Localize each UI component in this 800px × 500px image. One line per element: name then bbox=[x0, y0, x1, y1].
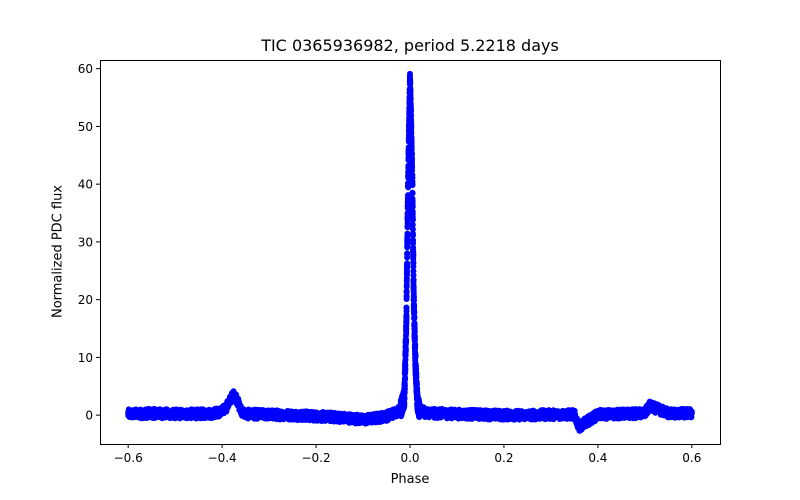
scatter-points bbox=[125, 70, 695, 434]
x-tick-label: 0.4 bbox=[588, 451, 607, 465]
y-tick-label: 30 bbox=[78, 235, 93, 249]
x-tick-label: −0.4 bbox=[208, 451, 237, 465]
y-tick-label: 40 bbox=[78, 178, 93, 192]
x-tick-label: 0.2 bbox=[494, 451, 513, 465]
y-axis-ticks: 0 10 20 30 40 50 60 bbox=[78, 62, 100, 423]
y-axis-label: Normalized PDC flux bbox=[50, 184, 66, 319]
x-axis-ticks: −0.6 −0.4 −0.2 0.0 0.2 0.4 0.6 bbox=[114, 444, 701, 465]
y-tick-label: 20 bbox=[78, 293, 93, 307]
y-tick-label: 50 bbox=[78, 120, 93, 134]
x-axis-label: Phase bbox=[390, 472, 430, 487]
x-tick-label: 0.0 bbox=[400, 451, 419, 465]
y-tick-label: 60 bbox=[78, 62, 93, 76]
y-tick-label: 10 bbox=[78, 351, 93, 365]
chart-title: TIC 0365936982, period 5.2218 days bbox=[261, 36, 559, 55]
x-tick-label: 0.6 bbox=[682, 451, 701, 465]
y-tick-label: 0 bbox=[85, 409, 93, 423]
x-tick-label: −0.6 bbox=[114, 451, 143, 465]
x-tick-label: −0.2 bbox=[301, 451, 330, 465]
